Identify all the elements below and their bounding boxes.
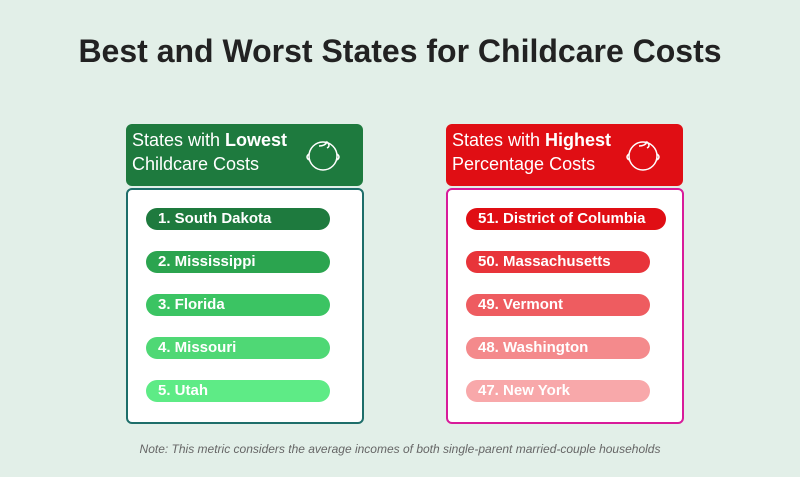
footnote: Note: This metric considers the average … [139, 442, 661, 456]
highest-item: 47. New York [466, 380, 650, 402]
lowest-title-prefix: States with [132, 130, 226, 150]
highest-list: 51. District of Columbia 50. Massachusett… [446, 188, 684, 424]
highest-title-line2: Percentage Costs [452, 154, 596, 174]
page-title: Best and Worst States for Childcare Cost… [78, 33, 722, 69]
highest-item: 50. Massachusetts [466, 251, 650, 273]
baby-face-icon [306, 140, 340, 171]
lowest-title-bold: Lowest [225, 130, 288, 150]
lowest-item: 3. Florida [146, 294, 330, 316]
highest-item: 49. Vermont [466, 294, 650, 316]
highest-item: 51. District of Columbia [466, 208, 666, 230]
lowest-item: 5. Utah [146, 380, 330, 402]
highest-title-bold: Highest [545, 130, 612, 150]
lowest-item: 4. Missouri [146, 337, 330, 359]
highest-title-prefix: States with [452, 130, 546, 150]
lowest-title-line2: Childcare Costs [132, 154, 260, 174]
lowest-item: 2. Mississippi [146, 251, 330, 273]
lowest-header: States with Lowest Childcare Costs [126, 124, 363, 186]
lowest-list: 1. South Dakota 2. Mississippi 3. Florida 4… [126, 188, 364, 424]
highest-item: 48. Washington [466, 337, 650, 359]
highest-header: States with Highest Percentage Costs [446, 124, 683, 186]
lowest-item: 1. South Dakota [146, 208, 330, 230]
baby-face-icon [626, 140, 660, 171]
